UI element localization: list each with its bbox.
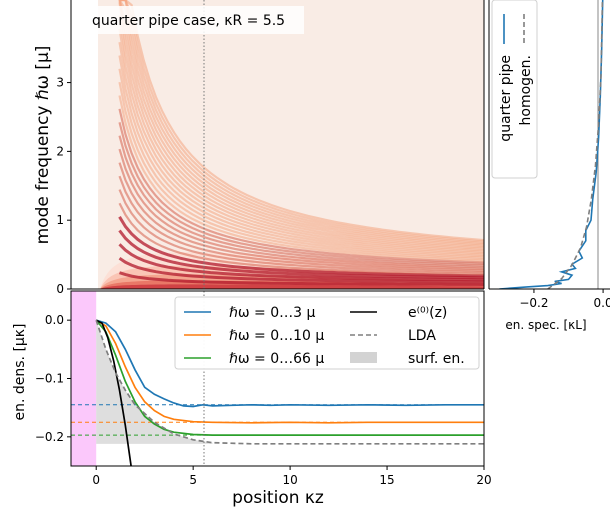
- heatmap-mode-branch-13: [118, 108, 484, 264]
- heatmap-mode-branch-26: [119, 0, 484, 245]
- heatmap-mode-branch-11: [118, 135, 484, 267]
- heatmap-mode-branch-4: [118, 229, 484, 280]
- spectrum-x-axis-label: en. spec. [κL]: [505, 318, 586, 332]
- density-series-0: [95, 319, 484, 408]
- heatmap-mode-branch-24: [118, 0, 484, 247]
- spectrum-series-0: [499, 0, 604, 289]
- density-x-tick-label: 0: [92, 473, 100, 487]
- heatmap-y-ticks: 0 1 2 3: [56, 76, 71, 296]
- heatmap-mode-branch-10: [118, 148, 484, 269]
- surface-energy-fill: [96, 320, 213, 444]
- density-legend-box: [174, 296, 480, 370]
- spectrum-legend-box: [491, 0, 538, 179]
- legend-label-e0: e⁽⁰⁾(z): [408, 305, 447, 321]
- heatmap-mode-branch-12: [118, 122, 484, 265]
- heatmap-mode-branch-5: [118, 216, 484, 278]
- heatmap-bands: [100, 0, 484, 289]
- heatmap-mode-branch-28: [119, 0, 484, 242]
- heatmap-annotation: quarter pipe case, κR = 5.5: [92, 13, 285, 29]
- heatmap-mode-branch-14: [118, 95, 484, 262]
- heatmap-mode-branch-22: [118, 0, 484, 250]
- heatmap-panel: quarter pipe case, κR = 5.5 0 1 2 3 mode fr…: [33, 0, 485, 296]
- spectrum-x-tick-label: −0.2: [519, 296, 548, 310]
- legend-label-0-10: ℏω = 0…10 μ: [229, 328, 324, 344]
- legend-swatch-surf-en: [350, 352, 377, 363]
- heatmap-y-axis-label: mode frequency ℏω [μ]: [33, 46, 53, 245]
- legend-label-0-66: ℏω = 0…66 μ: [229, 351, 324, 367]
- density-curves: [71, 319, 484, 466]
- legend-label-quarter-pipe: quarter pipe: [498, 55, 514, 142]
- heatmap-mode-branch-23: [118, 0, 484, 249]
- density-x-tick-label: 15: [379, 473, 394, 487]
- spectrum-panel: quarter pipe homogen. −0.2 0.0 en. spec. …: [488, 0, 610, 332]
- density-x-tick-label: 5: [189, 473, 197, 487]
- vacuum-region: [71, 291, 97, 466]
- spectrum-x-tick-label: 0.0: [594, 296, 610, 310]
- density-x-tick-label: 10: [282, 473, 297, 487]
- density-x-axis-label: position κz: [232, 488, 324, 508]
- heatmap-mode-branch-7: [118, 189, 484, 274]
- heatmap-mode-branch-9: [118, 162, 484, 270]
- heatmap-mode-branch-25: [119, 0, 484, 246]
- density-frame: [70, 290, 485, 467]
- density-series-4: [95, 319, 484, 445]
- heatmap-low-band-4: [100, 284, 484, 289]
- heatmap-mode-branch-6: [118, 202, 484, 276]
- density-series-3: [95, 319, 132, 466]
- density-y-tick-label: −0.1: [35, 372, 64, 386]
- heatmap-mode-branch-16: [118, 68, 484, 259]
- heatmap-mode-branch-27: [119, 0, 484, 243]
- heatmap-mode-branch-18: [118, 42, 484, 256]
- spectrum-x-ticks: −0.2 0.0: [519, 289, 610, 310]
- density-y-tick-label: 0.0: [45, 313, 64, 327]
- density-x-tick-label: 20: [476, 473, 491, 487]
- legend-label-surf-en: surf. en.: [408, 351, 465, 367]
- density-series-2: [95, 319, 484, 436]
- heatmap-mode-branch-15: [118, 81, 484, 261]
- density-series-1: [95, 319, 484, 424]
- heatmap-mode-branch-1: [119, 271, 484, 286]
- heatmap-mode-branch-2: [118, 257, 484, 284]
- heatmap-y-tick-label: 2: [56, 144, 64, 158]
- spectrum-series-1: [547, 0, 604, 289]
- heatmap-mode-branch-19: [118, 28, 484, 255]
- heatmap-mode-branch-21: [118, 2, 484, 252]
- heatmap-y-tick-label: 1: [56, 213, 64, 227]
- heatmap-mode-branch-20: [118, 15, 484, 253]
- density-y-axis-label: en. dens. [μκ]: [12, 323, 28, 420]
- legend-label-0-3: ℏω = 0…3 μ: [229, 305, 315, 321]
- spectrum-legend: quarter pipe homogen.: [491, 0, 538, 179]
- heatmap-y-tick-label: 3: [56, 76, 64, 90]
- heatmap-mode-branch-3: [118, 243, 484, 282]
- density-panel: ℏω = 0…3 μ ℏω = 0…10 μ ℏω = 0…66 μ e⁽⁰⁾(…: [12, 290, 492, 508]
- density-ticks: 0 5 10 15 20 0.0 −0.1 −0.2: [35, 313, 492, 487]
- annotation-box: [86, 6, 304, 34]
- legend-label-homogen: homogen.: [518, 55, 534, 125]
- heatmap-y-tick-label: 0: [56, 282, 64, 296]
- heatmap-mode-branch-17: [118, 55, 484, 258]
- heatmap-mode-branch-8: [118, 175, 484, 272]
- legend-label-lda: LDA: [408, 328, 436, 344]
- density-legend: ℏω = 0…3 μ ℏω = 0…10 μ ℏω = 0…66 μ e⁽⁰⁾(…: [174, 296, 480, 370]
- density-y-tick-label: −0.2: [35, 430, 64, 444]
- spectrum-lines: [499, 0, 604, 289]
